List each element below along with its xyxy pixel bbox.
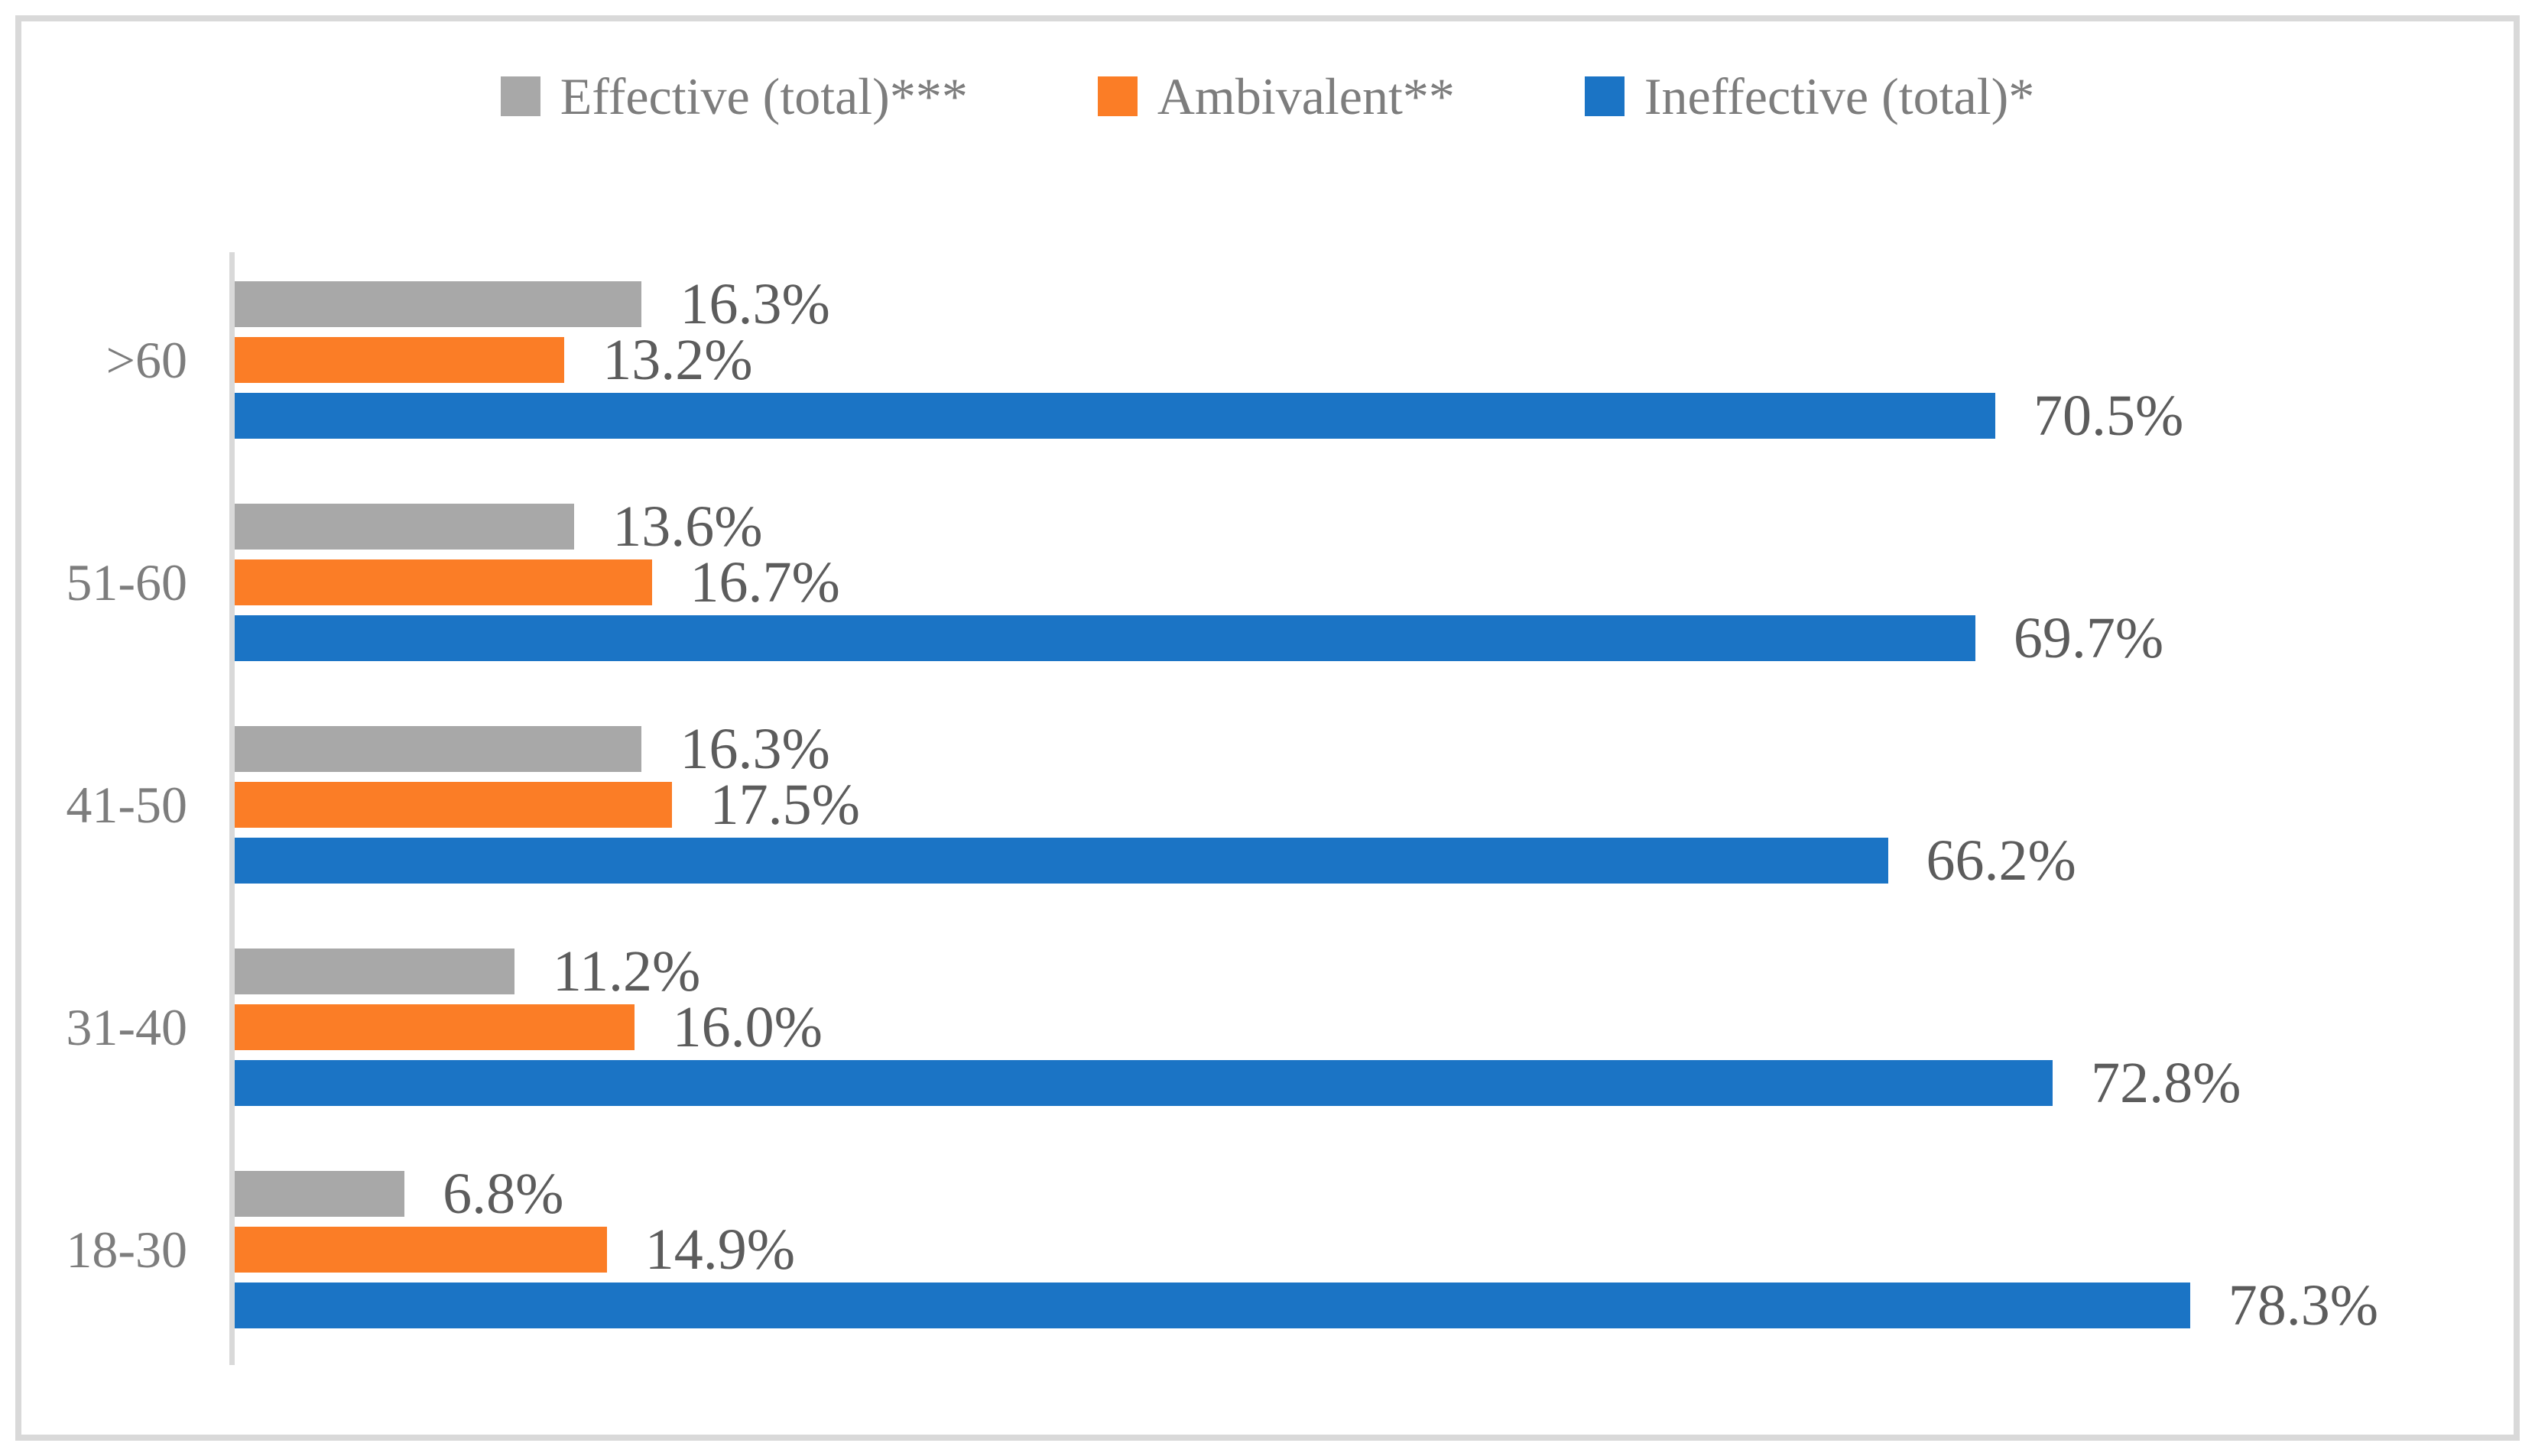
category-group-41-50: 41-50 16.3% 17.5% 66.2% — [66, 697, 2482, 919]
bar-row: 16.3% — [235, 275, 2482, 333]
value-label: 13.6% — [612, 495, 763, 559]
value-label: 72.8% — [2091, 1051, 2241, 1115]
value-label: 16.3% — [680, 272, 830, 336]
bar-row: 6.8% — [235, 1165, 2482, 1223]
value-label: 17.5% — [709, 773, 860, 837]
chart-legend: Effective (total)*** Ambivalent** Ineffect… — [0, 70, 2535, 122]
value-label: 69.7% — [2013, 606, 2164, 670]
y-axis-line — [229, 252, 235, 1365]
category-label: 31-40 — [66, 998, 187, 1056]
bar-ineffective-total-41-50 — [235, 838, 1888, 884]
category-group-18-30: 18-30 6.8% 14.9% 78.3% — [66, 1142, 2482, 1364]
value-label: 70.5% — [2034, 384, 2184, 448]
value-label: 16.3% — [680, 717, 830, 781]
bar-ineffective-total-60 — [235, 393, 1995, 439]
bar-ineffective-total-51-60 — [235, 615, 1975, 661]
value-label: 6.8% — [443, 1162, 564, 1226]
bar-row: 69.7% — [235, 609, 2482, 667]
bar-row: 16.3% — [235, 720, 2482, 778]
bar-ambivalent-18-30 — [235, 1227, 607, 1273]
category-label: 18-30 — [66, 1221, 187, 1279]
legend-label: Ambivalent** — [1157, 67, 1455, 125]
bar-row: 16.7% — [235, 553, 2482, 611]
value-label: 16.0% — [672, 995, 823, 1059]
bar-row: 13.6% — [235, 498, 2482, 556]
bar-ineffective-total-31-40 — [235, 1060, 2053, 1106]
value-label: 13.2% — [602, 328, 753, 392]
category-label: >60 — [105, 331, 187, 389]
bar-row: 11.2% — [235, 942, 2482, 1000]
bar-row: 66.2% — [235, 832, 2482, 890]
bar-ambivalent-41-50 — [235, 782, 672, 828]
category-group-51-60: 51-60 13.6% 16.7% 69.7% — [66, 475, 2482, 697]
bar-row: 72.8% — [235, 1054, 2482, 1112]
bar-ambivalent-51-60 — [235, 559, 652, 605]
value-label: 16.7% — [690, 550, 840, 615]
plot-area: >60 16.3% 13.2% 70.5% 51-60 13.6% 16.7% 69.7% 41… — [66, 252, 2482, 1365]
bar-ambivalent-60 — [235, 337, 565, 383]
category-label: 51-60 — [66, 553, 187, 611]
bar-effective-total-31-40 — [235, 949, 514, 994]
bar-row: 78.3% — [235, 1276, 2482, 1334]
legend-marker-icon — [1097, 76, 1138, 116]
bar-effective-total-51-60 — [235, 504, 575, 550]
category-label: 41-50 — [66, 776, 187, 834]
value-label: 66.2% — [1926, 829, 2076, 893]
bar-groups: >60 16.3% 13.2% 70.5% 51-60 13.6% 16.7% 69.7% 41… — [66, 252, 2482, 1364]
legend-label: Ineffective (total)* — [1644, 67, 2035, 125]
legend-item-ambivalent: Ambivalent** — [1097, 67, 1455, 125]
bar-row: 14.9% — [235, 1221, 2482, 1279]
category-group-31-40: 31-40 11.2% 16.0% 72.8% — [66, 919, 2482, 1142]
legend-item-effective-total: Effective (total)*** — [500, 67, 968, 125]
bar-row: 17.5% — [235, 776, 2482, 834]
bar-ambivalent-31-40 — [235, 1004, 635, 1050]
value-label: 11.2% — [552, 939, 701, 1004]
bar-effective-total-18-30 — [235, 1171, 405, 1217]
legend-marker-icon — [500, 76, 540, 116]
bar-effective-total-41-50 — [235, 726, 642, 772]
bar-row: 70.5% — [235, 387, 2482, 445]
bar-row: 16.0% — [235, 998, 2482, 1056]
legend-marker-icon — [1584, 76, 1625, 116]
legend-item-ineffective-total: Ineffective (total)* — [1584, 67, 2035, 125]
category-group-60: >60 16.3% 13.2% 70.5% — [106, 252, 2482, 475]
value-label: 78.3% — [2228, 1273, 2379, 1338]
value-label: 14.9% — [644, 1218, 796, 1282]
bar-ineffective-total-18-30 — [235, 1283, 2190, 1328]
bar-row: 13.2% — [235, 331, 2482, 389]
bar-effective-total-60 — [235, 281, 642, 327]
legend-label: Effective (total)*** — [560, 67, 968, 125]
